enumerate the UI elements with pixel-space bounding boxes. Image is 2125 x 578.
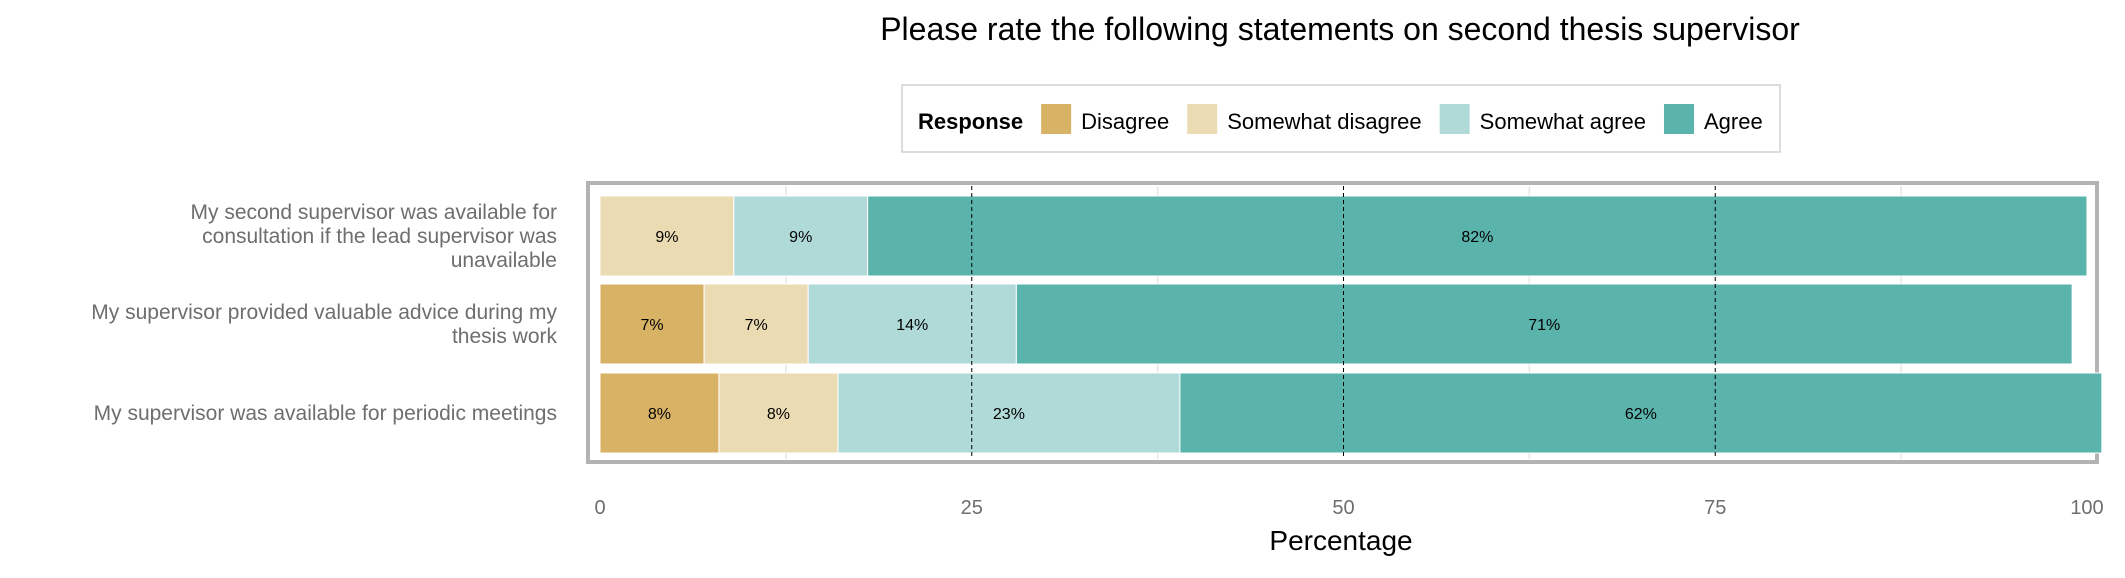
category-label: My second supervisor was available for co…: [191, 201, 558, 272]
bar-value-label: 9%: [655, 229, 678, 246]
bar-segment: [599, 372, 720, 454]
bar-value-label: 14%: [896, 317, 928, 334]
bar-segment: [1015, 283, 2073, 365]
bar-segment: [867, 195, 2088, 277]
bar-value-label: 8%: [648, 406, 671, 423]
chart-title: Please rate the following statements on …: [880, 11, 1800, 47]
x-tick-label: 50: [1332, 497, 1354, 519]
legend: Response Disagree Somewhat disagree Somewh…: [901, 84, 1781, 153]
bars: [599, 195, 2103, 454]
bar-value-label: 7%: [640, 317, 663, 334]
category-labels: My second supervisor was available for co…: [91, 201, 557, 425]
x-axis-tick-labels: 0 25 50 75 100: [594, 497, 2103, 519]
bar-segment: [599, 195, 735, 277]
category-label-line: My supervisor was available for periodic…: [94, 402, 557, 425]
x-tick-label: 25: [961, 497, 983, 519]
bar-value-label: 8%: [767, 406, 790, 423]
bar-value-label: 62%: [1625, 406, 1657, 423]
legend-swatch: [1041, 104, 1072, 134]
legend-label: Disagree: [1081, 109, 1169, 134]
bar-value-label: 9%: [789, 229, 812, 246]
bar-segment: [1179, 372, 2103, 454]
x-axis-title: Percentage: [1269, 525, 1412, 556]
category-label-line: thesis work: [452, 325, 558, 348]
bar-value-label: 7%: [745, 317, 768, 334]
legend-title: Response: [918, 109, 1023, 134]
category-label: My supervisor provided valuable advice d…: [91, 301, 557, 348]
bar-value-label: 71%: [1528, 317, 1560, 334]
category-label-line: unavailable: [451, 249, 557, 272]
bar-value-label: 23%: [993, 406, 1025, 423]
legend-swatch: [1439, 104, 1470, 134]
legend-label: Agree: [1704, 109, 1763, 134]
category-label-line: My supervisor provided valuable advice d…: [91, 301, 557, 324]
bar-value-labels: 9% 9% 82% 7% 7% 14% 71% 8% 8% 23% 62%: [640, 229, 1656, 423]
category-label-line: consultation if the lead supervisor was: [202, 225, 557, 248]
bar-segment: [718, 372, 839, 454]
legend-swatch: [1187, 104, 1218, 134]
bar-value-label: 82%: [1461, 229, 1493, 246]
bar-segment: [599, 283, 705, 365]
legend-label: Somewhat agree: [1480, 109, 1646, 134]
legend-label: Somewhat disagree: [1227, 109, 1421, 134]
legend-swatch: [1663, 104, 1694, 134]
category-label: My supervisor was available for periodic…: [94, 402, 557, 425]
bar-segment: [733, 195, 869, 277]
major-gridlines: [971, 186, 1716, 459]
x-tick-label: 0: [594, 497, 605, 519]
bar-segment: [837, 372, 1181, 454]
x-tick-label: 75: [1704, 497, 1726, 519]
category-label-line: My second supervisor was available for: [191, 201, 558, 224]
x-tick-label: 100: [2070, 497, 2103, 519]
